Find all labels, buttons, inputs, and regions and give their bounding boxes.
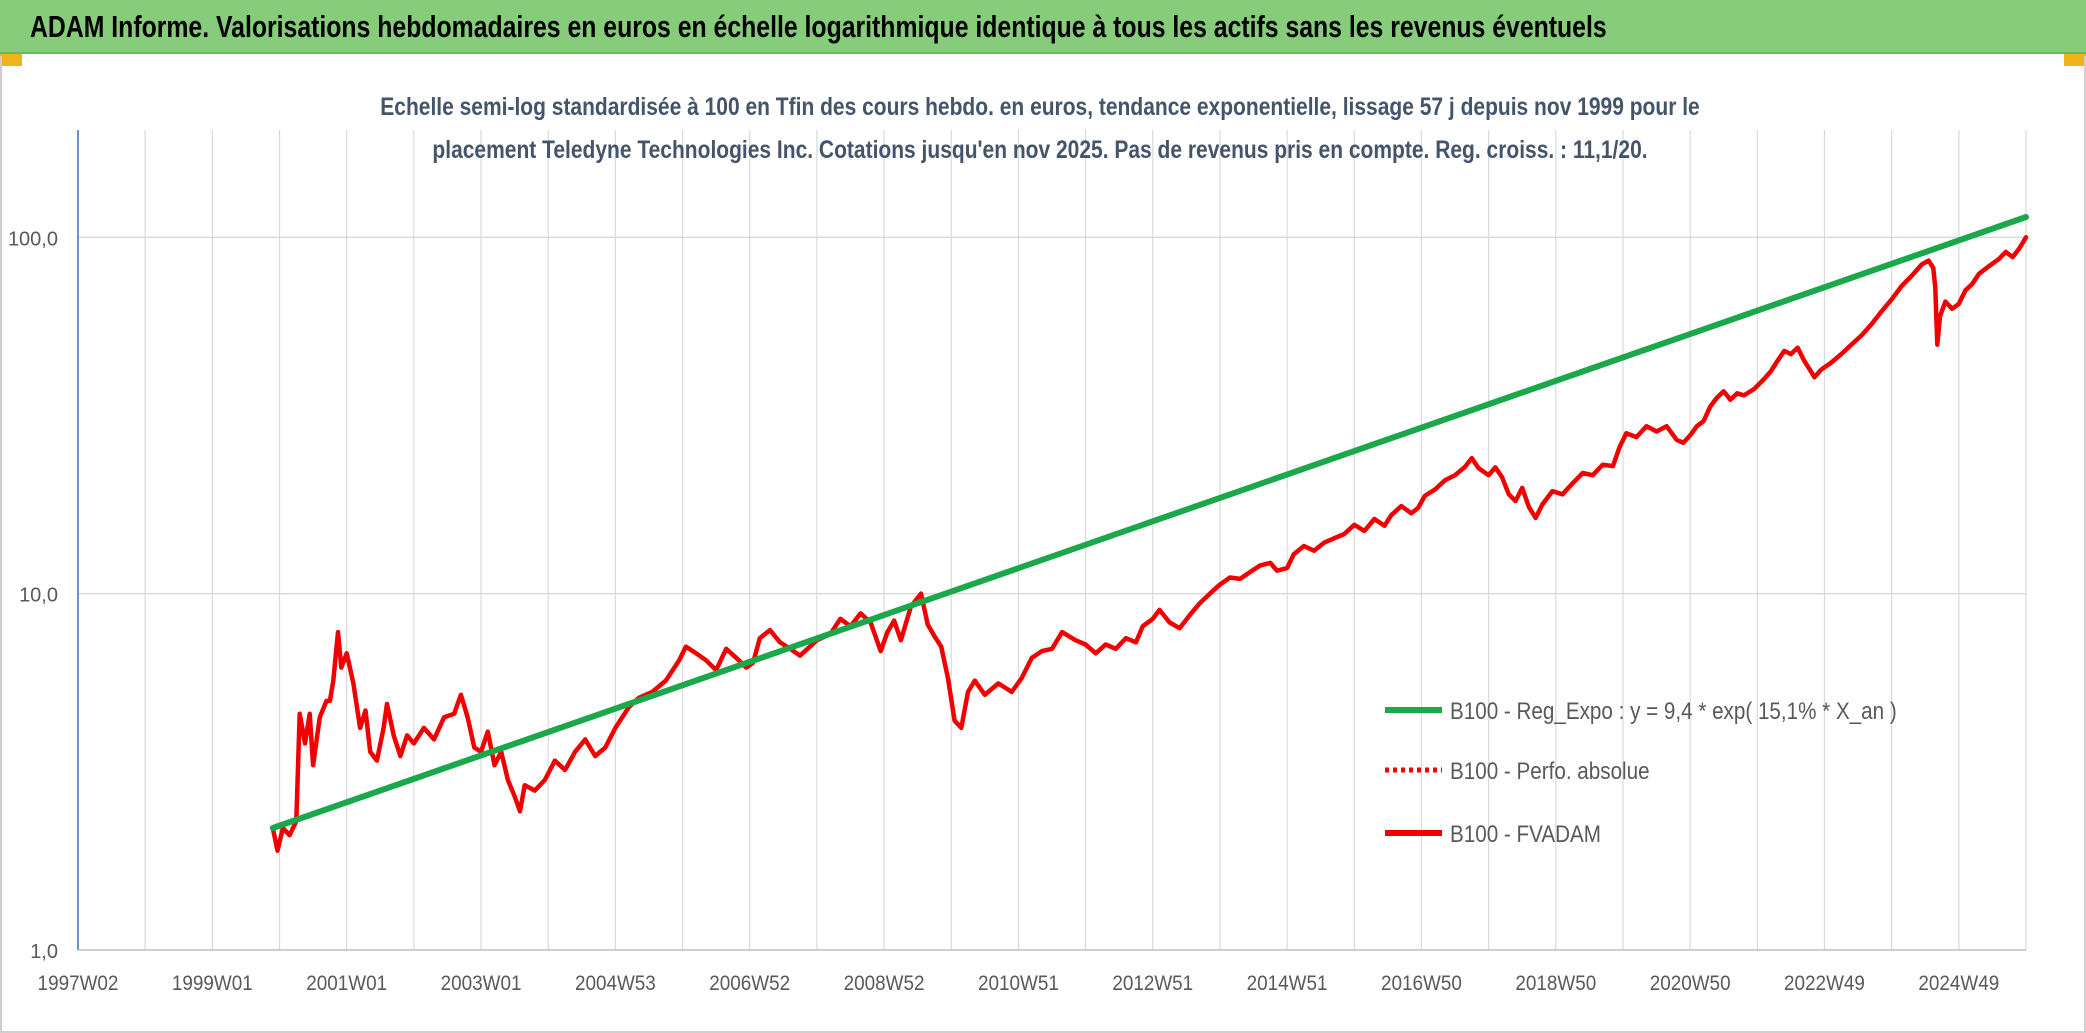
legend-label-trend: B100 - Reg_Expo : y = 9,4 * exp( 15,1% *… — [1450, 698, 1897, 725]
legend-label-fvadam: B100 - FVADAM — [1450, 821, 1601, 848]
x-tick-label: 1997W02 — [38, 972, 119, 995]
legend-label-perfo: B100 - Perfo. absolue — [1450, 758, 1650, 785]
axes — [77, 130, 2026, 951]
x-tick-label: 2004W53 — [575, 972, 656, 995]
x-tick-labels: 1997W02 1999W01 2001W01 2003W01 2004W53 2006W… — [38, 972, 2000, 995]
corner-marker-right — [2064, 54, 2086, 66]
chart-title-line-1: Echelle semi-log standardisée à 100 en T… — [380, 92, 1700, 120]
x-tick-label: 2020W50 — [1650, 972, 1731, 995]
y-tick-label: 1,0 — [30, 941, 58, 963]
x-tick-label: 2003W01 — [441, 972, 522, 995]
y-tick-label: 100,0 — [8, 228, 58, 250]
x-tick-label: 2016W50 — [1381, 972, 1462, 995]
report-title: ADAM Informe. Valorisations hebdomadaire… — [30, 9, 1607, 44]
x-tick-label: 2022W49 — [1784, 972, 1865, 995]
series-lines — [269, 214, 2029, 853]
x-tick-label: 2001W01 — [306, 972, 387, 995]
legend: B100 - Reg_Expo : y = 9,4 * exp( 15,1% *… — [1385, 698, 1897, 848]
series-line-fvadam — [270, 235, 2029, 853]
series-line-trend — [269, 214, 2029, 831]
x-tick-label: 2006W52 — [709, 972, 790, 995]
x-tick-label: 2012W51 — [1112, 972, 1193, 995]
x-tick-label: 2014W51 — [1247, 972, 1328, 995]
x-tick-label: 1999W01 — [172, 972, 253, 995]
report-banner: ADAM Informe. Valorisations hebdomadaire… — [0, 0, 2086, 54]
y-tick-labels: 1,0 10,0 100,0 — [8, 228, 58, 963]
x-tick-label: 2024W49 — [1918, 972, 1999, 995]
grid-lines — [77, 130, 2027, 950]
x-tick-label: 2008W52 — [844, 972, 925, 995]
y-tick-label: 10,0 — [19, 585, 58, 607]
x-tick-label: 2010W51 — [978, 972, 1059, 995]
chart-frame — [0, 56, 2086, 1033]
corner-marker-left — [0, 54, 22, 66]
chart-title-line-2: placement Teledyne Technologies Inc. Cot… — [432, 135, 1647, 163]
x-tick-label: 2018W50 — [1515, 972, 1596, 995]
